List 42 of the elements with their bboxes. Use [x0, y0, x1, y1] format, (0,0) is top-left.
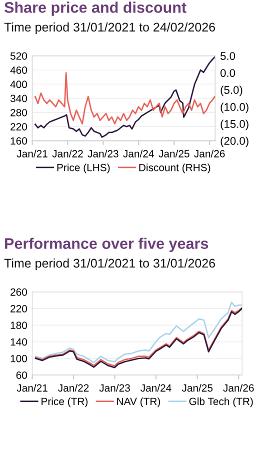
- x-tick-label: Jan/23: [99, 384, 130, 392]
- chart-title: Share price and discount: [4, 2, 186, 16]
- y-tick-label: 220: [10, 305, 28, 312]
- chart-subtitle: Time period 31/01/2021 to 31/01/2026: [4, 258, 215, 270]
- x-tick-label: Jan/26: [223, 384, 254, 392]
- line-series: [34, 56, 216, 138]
- y-tick-label: 60: [16, 372, 28, 379]
- y2-tick-label: (5.0): [220, 86, 242, 96]
- legend-label: Price (TR): [42, 397, 88, 408]
- y-tick-label: 260: [10, 288, 28, 296]
- legend-label: Price (LHS): [57, 164, 110, 174]
- y-tick-label: 160: [10, 137, 28, 145]
- line-series: [34, 72, 216, 124]
- legend-label: NAV (TR): [117, 397, 160, 408]
- y2-tick-label: 5.0: [220, 52, 236, 60]
- y-tick-label: 280: [10, 108, 28, 116]
- legend-label: Glb Tech (TR): [189, 397, 253, 408]
- y2-tick-label: (20.0): [220, 136, 248, 148]
- x-tick-label: Jan/23: [88, 150, 118, 158]
- x-tick-label: Jan/24: [140, 384, 172, 392]
- y-tick-label: 140: [10, 338, 28, 346]
- x-tick-label: Jan/22: [58, 384, 89, 392]
- y-tick-label: 400: [10, 80, 28, 88]
- y-tick-label: 100: [10, 354, 28, 362]
- chart-title: Performance over five years: [5, 238, 208, 252]
- legend-label: Discount (RHS): [139, 164, 210, 174]
- y-tick-label: 520: [10, 52, 28, 60]
- y-tick-label: 340: [10, 94, 28, 102]
- y2-tick-label: (15.0): [220, 120, 248, 130]
- x-tick-label: Jan/25: [182, 384, 213, 392]
- x-tick-label: Jan/21: [16, 384, 48, 392]
- x-tick-label: Jan/24: [123, 150, 154, 158]
- y-tick-label: 460: [10, 66, 28, 74]
- chart-subtitle: Time period 31/01/2021 to 24/02/2026: [4, 22, 215, 34]
- x-tick-label: Jan/25: [158, 150, 190, 158]
- x-tick-label: Jan/26: [194, 150, 225, 158]
- y-tick-label: 220: [10, 123, 28, 130]
- x-tick-label: Jan/22: [52, 150, 83, 158]
- y-tick-label: 180: [10, 322, 28, 330]
- y2-tick-label: (10.0): [220, 102, 248, 114]
- y2-tick-label: 0.0: [220, 69, 236, 77]
- x-tick-label: Jan/21: [16, 150, 48, 158]
